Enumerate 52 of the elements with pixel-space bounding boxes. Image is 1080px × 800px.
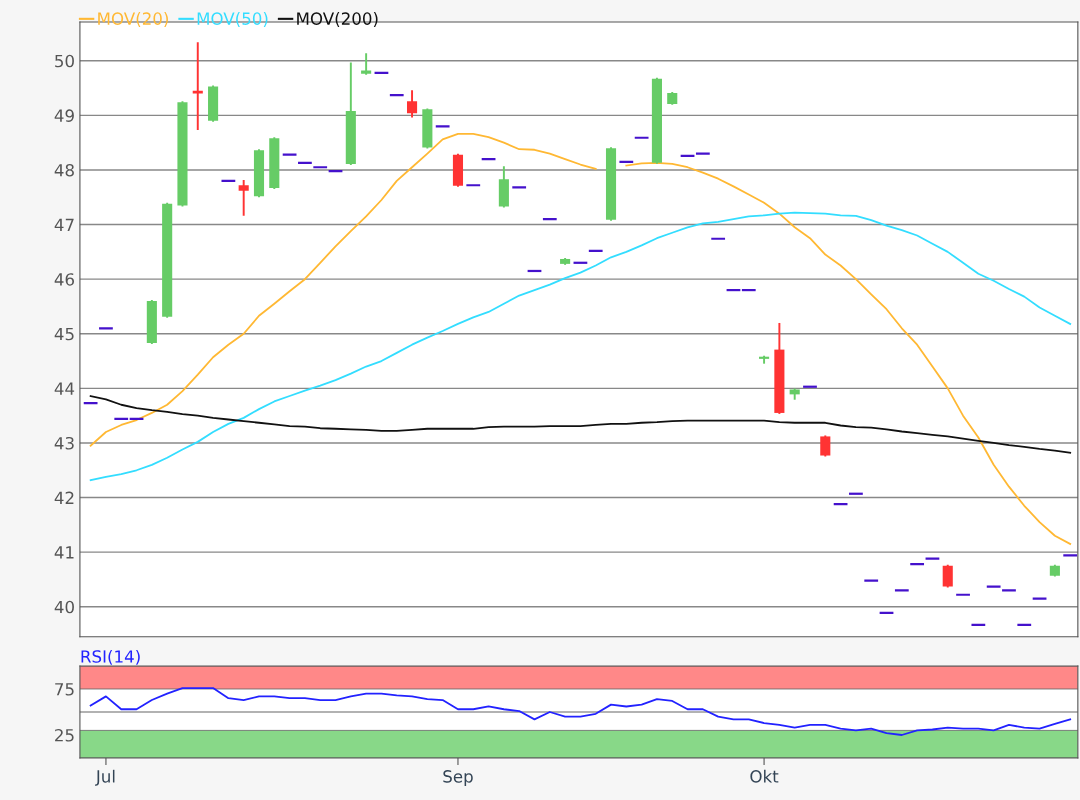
candlestick: [893, 589, 910, 592]
legend-label: MOV(50): [197, 12, 268, 27]
candlestick: [1031, 597, 1048, 600]
candlestick: [113, 417, 130, 421]
y-tick-label: 50: [55, 54, 74, 68]
candlestick: [1016, 623, 1033, 626]
candlestick: [220, 179, 237, 182]
candlestick: [587, 249, 604, 252]
candlestick: [955, 593, 972, 596]
y-tick-label: 45: [54, 327, 74, 341]
y-tick-label: 47: [54, 218, 74, 231]
candlestick: [312, 166, 329, 169]
candlestick: [296, 161, 313, 164]
candlestick: [710, 237, 727, 240]
candlestick: [985, 585, 1002, 588]
y-tick-label: 40: [54, 600, 74, 614]
y-tick-label: 41: [54, 546, 74, 559]
x-tick-label: Okt: [750, 769, 779, 783]
candlestick: [511, 186, 528, 189]
chart-title: RSI(14): [81, 649, 140, 665]
candlestick: [434, 125, 451, 128]
candlestick: [694, 152, 711, 155]
text: MOV(20): [98, 12, 168, 27]
x-tick-label: Sep: [443, 770, 473, 786]
candlestick: [970, 623, 987, 626]
line-series: [89, 687, 1072, 736]
candlestick: [97, 327, 114, 330]
candlestick: [863, 579, 880, 582]
y-tick-label: 48: [54, 163, 74, 177]
candlestick: [847, 492, 864, 495]
y-tick-label: 43: [54, 436, 74, 450]
candlestick: [633, 136, 650, 139]
candlestick: [1062, 554, 1078, 557]
x-tick-label: Jul: [95, 769, 115, 786]
candlestick: [1000, 589, 1017, 592]
y-tick-label: 44: [54, 382, 75, 395]
y-tick-label: 46: [54, 273, 75, 286]
line-series: [89, 211, 1072, 482]
candlestick: [388, 94, 405, 97]
candlestick: [541, 218, 558, 221]
line-series: [89, 395, 1072, 454]
candlestick: [82, 402, 99, 405]
y-tick-label: 25: [55, 728, 74, 742]
candlestick: [465, 184, 482, 187]
candlestick: [909, 563, 926, 566]
y-tick-label: 49: [54, 109, 74, 122]
candlestick: [618, 160, 635, 163]
y-tick-label: 42: [54, 491, 74, 504]
y-tick-label: 75: [55, 683, 74, 696]
candlestick: [740, 288, 757, 292]
legend-label: MOV(200): [297, 12, 378, 27]
candlestick: [802, 385, 818, 388]
